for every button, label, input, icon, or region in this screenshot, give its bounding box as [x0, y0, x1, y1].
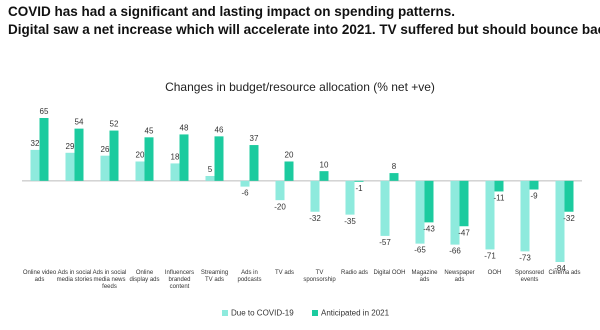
- headline: Digital saw a net increase which will ac…: [8, 22, 600, 37]
- value-label: 32: [31, 139, 40, 148]
- bar: [249, 145, 259, 181]
- headline: COVID has had a significant and lasting …: [8, 4, 456, 19]
- bar: [424, 180, 434, 223]
- x-tick-label: TV sponsorship: [303, 270, 336, 283]
- bar: [415, 180, 425, 244]
- x-tick-label: Sponsored events: [514, 270, 545, 283]
- value-label: 8: [392, 162, 397, 171]
- value-label: -43: [423, 224, 435, 233]
- value-label: 54: [75, 118, 84, 127]
- bar: [485, 180, 495, 250]
- value-label: -57: [379, 238, 391, 247]
- x-tick-label: Ads in podcasts: [237, 270, 262, 283]
- value-label: -73: [519, 253, 531, 262]
- bar: [144, 137, 154, 181]
- value-label: -71: [484, 252, 496, 261]
- bar: [205, 175, 215, 181]
- legend-swatch: [222, 310, 228, 316]
- value-label: -66: [449, 247, 461, 256]
- x-tick-label: TV ads: [274, 270, 294, 276]
- bar: [354, 180, 364, 182]
- value-label: 20: [136, 151, 145, 160]
- value-label: 20: [285, 151, 294, 160]
- bar: [450, 180, 460, 245]
- value-label: 52: [110, 120, 119, 129]
- x-tick-label: Radio ads: [340, 270, 369, 276]
- bar: [564, 180, 574, 212]
- bar: [380, 180, 390, 236]
- value-label: 10: [320, 160, 329, 169]
- bar: [170, 163, 180, 181]
- bar: [284, 161, 294, 181]
- value-label: 5: [208, 165, 213, 174]
- value-label: -65: [414, 246, 426, 255]
- bar: [520, 180, 530, 252]
- x-tick-label: Newspaper ads: [444, 270, 475, 283]
- value-label: -32: [563, 214, 575, 223]
- x-tick-label: OOH: [487, 270, 502, 276]
- bar: [30, 149, 40, 181]
- bar: [39, 118, 49, 181]
- bar: [214, 136, 224, 181]
- bar: [319, 171, 329, 181]
- bar: [310, 180, 320, 212]
- value-label: -6: [241, 189, 249, 198]
- value-label: 37: [250, 134, 259, 143]
- value-label: -1: [355, 184, 363, 193]
- value-label: 45: [145, 126, 154, 135]
- bar: [179, 134, 189, 181]
- value-label: 65: [40, 107, 49, 116]
- bar: [494, 180, 504, 192]
- value-label: -9: [530, 192, 538, 201]
- bar: [65, 152, 75, 181]
- value-label: -20: [274, 202, 286, 211]
- x-tick-label: Online display ads: [129, 270, 160, 283]
- x-tick-label: Ads in social media stories: [56, 270, 93, 283]
- value-label: -47: [458, 228, 470, 237]
- bar: [345, 180, 355, 215]
- value-label: -35: [344, 217, 356, 226]
- x-tick-label: Online video ads: [22, 270, 57, 283]
- value-label: 29: [66, 142, 75, 151]
- value-label: -84: [554, 264, 566, 273]
- x-tick-label: Influencers branded content: [164, 270, 195, 290]
- x-tick-label: Streaming TV ads: [200, 270, 229, 283]
- bar: [555, 180, 565, 262]
- bar: [135, 161, 145, 181]
- bar: [459, 180, 469, 227]
- legend-label: Due to COVID-19: [231, 309, 294, 318]
- bar: [240, 180, 250, 187]
- value-label: 18: [171, 153, 180, 162]
- bar: [389, 173, 399, 181]
- x-tick-label: Digital OOH: [373, 270, 406, 276]
- x-tick-label: Cinema ads: [548, 270, 581, 276]
- value-label: -32: [309, 214, 321, 223]
- x-tick-label: Ads in social media news feeds: [92, 270, 127, 290]
- value-label: -11: [494, 194, 506, 203]
- legend-label: Anticipated in 2021: [321, 309, 390, 318]
- bar: [100, 155, 110, 181]
- bar: [275, 180, 285, 201]
- legend-swatch: [312, 310, 318, 316]
- chart-title: Changes in budget/resource allocation (%…: [165, 80, 435, 94]
- value-label: 46: [215, 125, 224, 134]
- x-tick-label: Magazine ads: [411, 270, 438, 283]
- bar: [109, 130, 119, 181]
- bar: [74, 128, 84, 181]
- value-label: 26: [101, 145, 110, 154]
- value-label: 48: [180, 124, 189, 133]
- bar: [529, 180, 539, 190]
